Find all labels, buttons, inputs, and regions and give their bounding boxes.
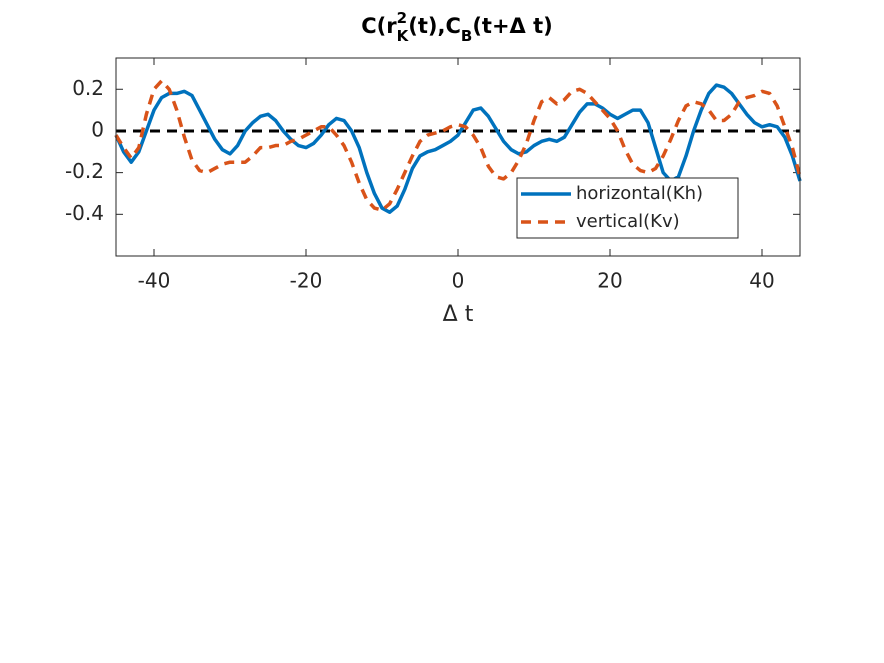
legend-box bbox=[516, 177, 739, 239]
title-part: C(r bbox=[361, 14, 397, 38]
x-tick-label: -40 bbox=[138, 269, 171, 293]
x-tick-label: 40 bbox=[749, 269, 774, 293]
x-tick-label: -20 bbox=[290, 269, 323, 293]
chart-title: C(r2 K(t),CB(t+Δ t) bbox=[361, 9, 553, 45]
x-tick-label: 20 bbox=[597, 269, 622, 293]
series-line bbox=[114, 79, 802, 212]
title-part: (t),C bbox=[408, 14, 461, 38]
title-part: (t+Δ t) bbox=[472, 14, 552, 38]
x-axis-label: Δ t bbox=[443, 302, 474, 327]
y-tick-label: -0.4 bbox=[65, 201, 104, 225]
y-tick-label: -0.2 bbox=[65, 159, 104, 183]
y-tick-label: 0 bbox=[91, 117, 104, 141]
legend-label: horizontal(Kh) bbox=[576, 183, 703, 204]
title-part: K bbox=[397, 27, 410, 45]
y-tick-label: 0.2 bbox=[72, 76, 104, 100]
title-part: B bbox=[461, 27, 472, 45]
series-line bbox=[114, 83, 802, 214]
x-tick-label: 0 bbox=[452, 269, 465, 293]
title-part: 2 bbox=[397, 9, 407, 27]
axes-frame bbox=[115, 57, 801, 257]
legend-label: vertical(Kv) bbox=[576, 211, 680, 232]
